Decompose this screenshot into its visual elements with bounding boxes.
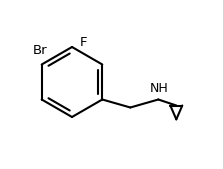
Text: NH: NH <box>150 81 169 94</box>
Text: F: F <box>80 37 87 50</box>
Text: Br: Br <box>32 44 47 57</box>
